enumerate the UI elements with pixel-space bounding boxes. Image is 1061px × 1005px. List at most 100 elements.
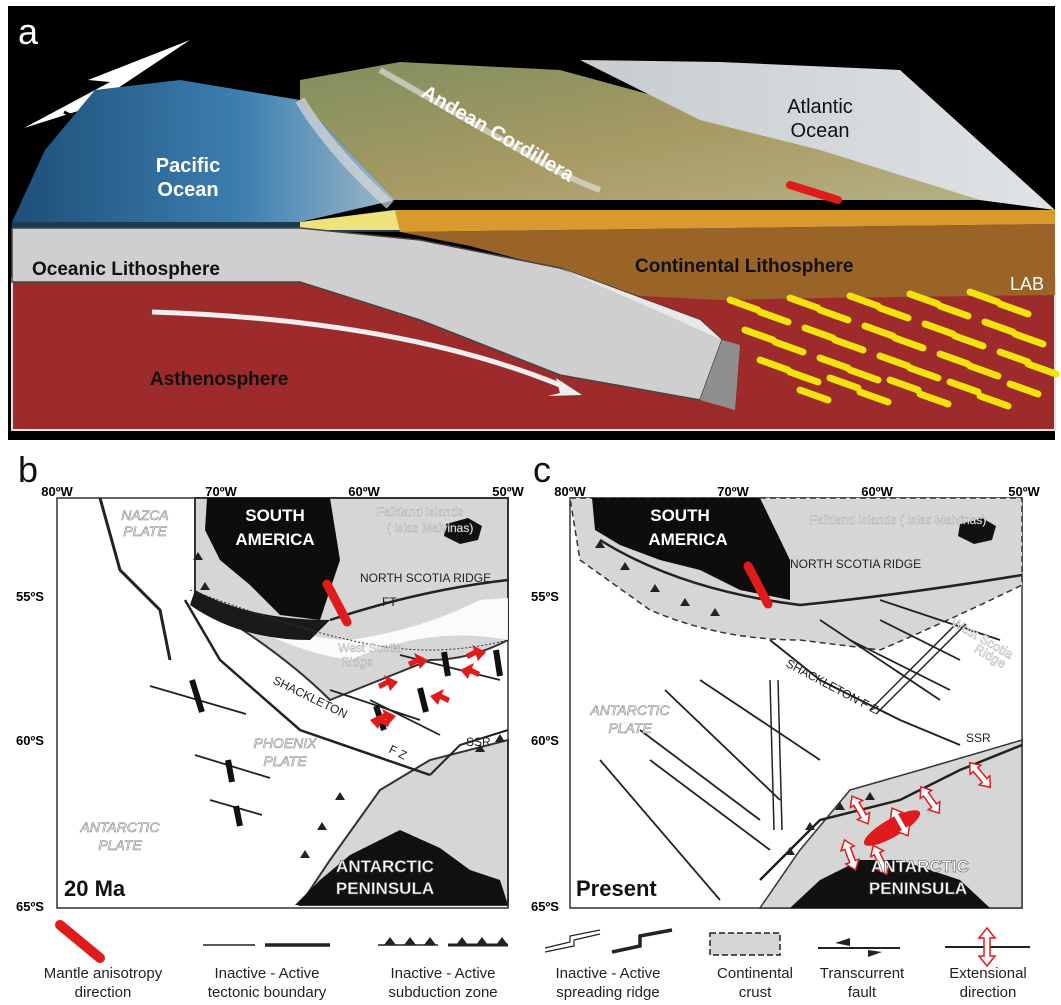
c-antarctic-peninsula-landmass bbox=[790, 860, 990, 908]
b-label-phoenix-1: PHOENIX bbox=[253, 735, 317, 751]
anisotropy-tick bbox=[906, 364, 942, 382]
c-anisotropy-marker bbox=[743, 561, 773, 609]
b-falkland-islands bbox=[444, 518, 482, 544]
legend-label-subduction-2: subduction zone bbox=[388, 984, 497, 1001]
anisotropy-tick bbox=[966, 288, 1002, 306]
b-lon-tick-60: 60ºW bbox=[348, 484, 380, 499]
c-shackleton-boundary bbox=[769, 639, 961, 746]
b-subduction-teeth bbox=[193, 552, 505, 858]
c-label-antarctic-plate-1: ANTARCTIC bbox=[589, 702, 670, 718]
c-south-america-landmass bbox=[592, 498, 790, 600]
subduction-tooth bbox=[495, 734, 505, 742]
subduction-tooth bbox=[680, 598, 690, 606]
b-lon-tick-80: 80ºW bbox=[41, 484, 73, 499]
legend-label-fault-1: Transcurrent bbox=[820, 965, 905, 982]
extensional-arrow-icon bbox=[849, 795, 871, 825]
anisotropy-tick bbox=[876, 352, 912, 370]
legend-label-extension-1: Extensional bbox=[949, 965, 1027, 982]
extensional-arrow-icon bbox=[889, 807, 911, 837]
label-atlantic-1: Atlantic bbox=[787, 96, 853, 118]
coastline-ice bbox=[295, 97, 394, 209]
c-lat-tick-65: 65ºS bbox=[531, 899, 559, 914]
anisotropy-tick bbox=[996, 300, 1032, 318]
c-lon-tick-50: 50ºW bbox=[1008, 484, 1040, 499]
c-subduction-teeth bbox=[595, 540, 875, 855]
c-lat-tick-60: 60ºS bbox=[531, 733, 559, 748]
anisotropy-tick bbox=[936, 302, 972, 320]
b-time-label: 20 Ma bbox=[64, 876, 126, 901]
extension-arrow-icon bbox=[466, 645, 486, 661]
subduction-tooth bbox=[620, 562, 630, 570]
legend-label-crust-1: Continental bbox=[717, 965, 793, 982]
label-atlantic-2: Ocean bbox=[791, 120, 850, 142]
continental-crust-icon bbox=[709, 932, 781, 956]
legend-label-boundary-2: tectonic boundary bbox=[208, 984, 327, 1001]
b-lat-tick-55: 55ºS bbox=[16, 589, 44, 604]
extensional-arrow-icon bbox=[839, 838, 861, 872]
legend-label-extension-2: direction bbox=[960, 984, 1017, 1001]
c-label-south-america-2: AMERICA bbox=[648, 530, 727, 549]
anisotropy-tick bbox=[786, 368, 822, 386]
label-lab: LAB bbox=[1010, 274, 1044, 294]
patagonia-land-surface bbox=[300, 62, 1055, 210]
b-label-antarctic-plate-1: ANTARCTIC bbox=[79, 819, 160, 835]
b-antarctic-peninsula-landmass bbox=[295, 830, 508, 905]
c-label-antarctic-plate-2: PLATE bbox=[608, 720, 652, 736]
c-lon-tick-80: 80ºW bbox=[554, 484, 586, 499]
extensional-arrow-icon bbox=[968, 761, 992, 789]
extension-arrow-icon bbox=[408, 653, 428, 669]
c-inactive-spreading-ridges bbox=[769, 619, 967, 831]
subduction-tooth bbox=[710, 608, 720, 616]
b-anisotropy-marker bbox=[322, 579, 352, 627]
subduction-tooth bbox=[475, 744, 485, 752]
subduction-tooth bbox=[193, 552, 203, 560]
subduction-zone-icon bbox=[378, 937, 508, 947]
c-lon-tick-60: 60ºW bbox=[861, 484, 893, 499]
anisotropy-tick bbox=[726, 296, 762, 314]
legend-label-anisotropy-1: Mantle anisotropy bbox=[44, 965, 163, 982]
panel-a-letter: a bbox=[18, 11, 39, 52]
b-label-west-scotia-1: West Scotia bbox=[338, 641, 402, 655]
b-label-south-america-2: AMERICA bbox=[235, 530, 314, 549]
anisotropy-tick bbox=[816, 306, 852, 324]
b-extension-arrows bbox=[370, 645, 486, 729]
c-falkland-islands bbox=[958, 518, 996, 544]
anisotropy-tick bbox=[976, 392, 1012, 410]
anisotropy-lines bbox=[726, 288, 1060, 410]
continental-crust-layer bbox=[395, 210, 1055, 232]
label-pacific-1: Pacific bbox=[156, 155, 220, 177]
anisotropy-tick bbox=[846, 366, 882, 384]
anisotropy-tick bbox=[826, 374, 862, 392]
b-label-falklands-1: Falkland Islands bbox=[377, 505, 464, 519]
anisotropy-tick bbox=[786, 294, 822, 312]
extension-arrow-icon bbox=[378, 675, 398, 691]
b-north-scotia-ridge bbox=[329, 578, 509, 622]
map-b-frame bbox=[56, 497, 509, 909]
anisotropy-tick bbox=[831, 336, 867, 354]
b-label-ssr: SSR bbox=[466, 735, 491, 749]
extensional-arrow-icon bbox=[869, 844, 891, 876]
anisotropy-tick bbox=[816, 354, 852, 372]
anisotropy-tick bbox=[996, 348, 1032, 366]
subduction-tooth bbox=[865, 792, 875, 800]
subduction-tooth bbox=[200, 582, 210, 590]
b-label-nazca-2: PLATE bbox=[123, 523, 167, 539]
c-label-south-america-1: SOUTH bbox=[650, 506, 710, 525]
b-lon-tick-70: 70ºW bbox=[205, 484, 237, 499]
slab-end bbox=[700, 340, 740, 410]
c-lon-tick-70: 70ºW bbox=[717, 484, 749, 499]
anisotropy-tick bbox=[1011, 330, 1047, 348]
c-lat-tick-55: 55ºS bbox=[531, 589, 559, 604]
anisotropy-tick bbox=[771, 338, 807, 356]
subduction-tooth bbox=[650, 584, 660, 592]
mantle-anisotropy-icon bbox=[55, 920, 105, 963]
b-south-america-landmass bbox=[205, 498, 340, 620]
c-north-scotia-ridge bbox=[599, 538, 1023, 607]
b-lon-tick-50: 50ºW bbox=[492, 484, 524, 499]
b-label-ft: FT bbox=[382, 595, 397, 609]
anisotropy-tick bbox=[1024, 360, 1060, 378]
anisotropy-tick bbox=[966, 362, 1002, 380]
anisotropy-tick bbox=[936, 350, 972, 368]
transcurrent-fault-icon bbox=[818, 938, 900, 957]
continental-lithosphere-layer bbox=[400, 224, 1055, 300]
